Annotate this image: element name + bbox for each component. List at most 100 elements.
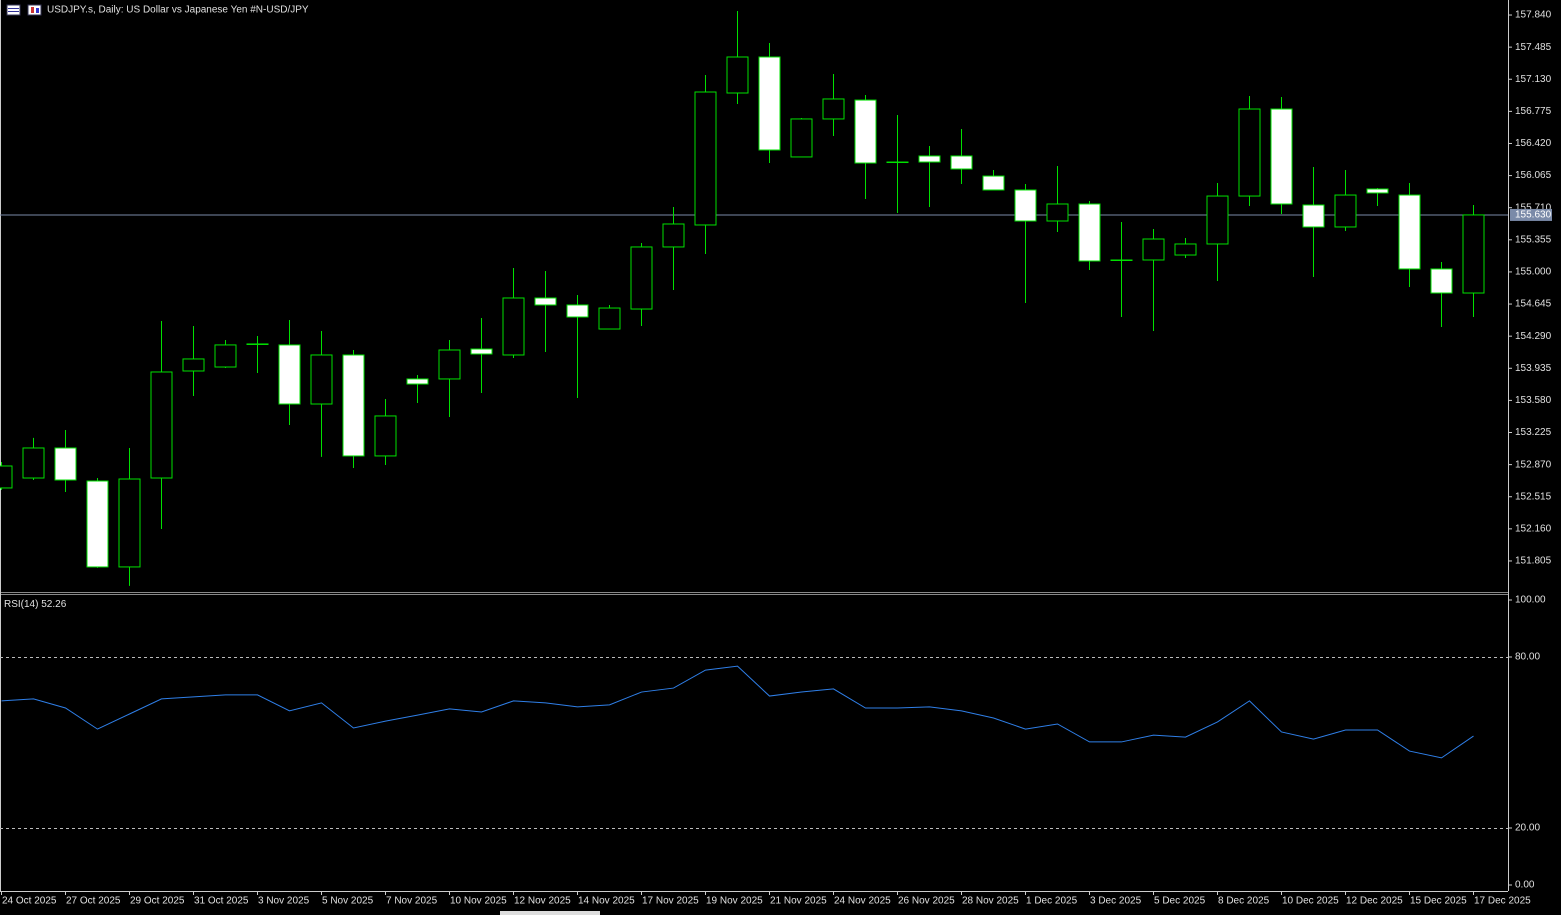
candle-body xyxy=(118,478,141,568)
candle-body xyxy=(22,447,45,479)
candle-body xyxy=(790,118,813,158)
icon xyxy=(27,4,42,16)
y-tick-label: 153.225 xyxy=(1515,427,1552,438)
candle-body xyxy=(1302,204,1325,228)
x-tick-label: 8 Dec 2025 xyxy=(1218,896,1270,907)
indicator-value: 52.26 xyxy=(41,599,66,610)
candle-body xyxy=(1206,195,1229,245)
indicator-title: RSI(14) 52.26 xyxy=(4,599,67,610)
candle-body xyxy=(278,344,301,405)
y-tick-label: 80.00 xyxy=(1515,652,1540,663)
indicator-name: RSI(14) xyxy=(4,599,38,610)
x-tick-label: 26 Nov 2025 xyxy=(898,896,955,907)
candle-body xyxy=(1238,108,1261,197)
x-tick-label: 24 Nov 2025 xyxy=(834,896,891,907)
x-tick-label: 14 Nov 2025 xyxy=(578,896,635,907)
candle-body xyxy=(502,297,525,356)
icon xyxy=(6,4,21,16)
y-tick-label: 100.00 xyxy=(1515,595,1546,606)
y-tick-label: 20.00 xyxy=(1515,823,1540,834)
y-tick-label: 153.580 xyxy=(1515,395,1552,406)
candle-body xyxy=(1014,189,1037,222)
candle-body xyxy=(598,307,621,330)
y-tick-label: 157.130 xyxy=(1515,74,1552,85)
y-tick-label: 155.000 xyxy=(1515,267,1552,278)
candle-body xyxy=(534,297,557,306)
candle-body xyxy=(0,465,13,489)
candle-body xyxy=(1174,243,1197,256)
y-tick-label: 155.355 xyxy=(1515,234,1552,245)
candle-body xyxy=(246,343,269,345)
candle-body xyxy=(150,371,173,479)
y-tick-label: 151.805 xyxy=(1515,556,1552,567)
y-tick-label: 152.160 xyxy=(1515,523,1552,534)
candle-body xyxy=(1142,238,1165,261)
x-tick-label: 19 Nov 2025 xyxy=(706,896,763,907)
y-tick-label: 153.935 xyxy=(1515,363,1552,374)
candle-body xyxy=(54,447,77,481)
icon xyxy=(36,8,39,13)
candle-body xyxy=(1366,188,1389,194)
x-tick-label: 29 Oct 2025 xyxy=(130,896,185,907)
candle-body xyxy=(182,358,205,372)
x-tick-label: 27 Oct 2025 xyxy=(66,896,121,907)
y-tick-label: 157.485 xyxy=(1515,42,1552,53)
candle-body xyxy=(1270,108,1293,205)
y-tick-label: 154.645 xyxy=(1515,299,1552,310)
x-tick-label: 17 Nov 2025 xyxy=(642,896,699,907)
candle-body xyxy=(758,56,781,151)
candle-body xyxy=(374,415,397,457)
rsi-line xyxy=(1,665,1474,759)
x-tick-label: 5 Dec 2025 xyxy=(1154,896,1206,907)
y-tick-label: 156.420 xyxy=(1515,138,1552,149)
x-tick-label: 31 Oct 2025 xyxy=(194,896,249,907)
y-tick-label: 156.065 xyxy=(1515,170,1552,181)
y-tick-label: 152.870 xyxy=(1515,459,1552,470)
candle-body xyxy=(1462,214,1485,294)
x-tick-label: 12 Dec 2025 xyxy=(1346,896,1403,907)
x-tick-label: 10 Nov 2025 xyxy=(450,896,507,907)
y-tick-label: 157.840 xyxy=(1515,10,1552,21)
candle-body xyxy=(1334,194,1357,228)
candle-body xyxy=(1110,259,1133,261)
current-price-box xyxy=(1510,208,1552,221)
chart-title: USDJPY.s, Daily: US Dollar vs Japanese Y… xyxy=(47,5,309,16)
candle-body xyxy=(630,246,653,310)
candle-body xyxy=(1046,203,1069,222)
candle-body xyxy=(438,349,461,380)
candle-body xyxy=(342,354,365,457)
x-tick-label: 15 Dec 2025 xyxy=(1410,896,1467,907)
x-tick-label: 10 Dec 2025 xyxy=(1282,896,1339,907)
candle-body xyxy=(694,91,717,226)
x-tick-label: 5 Nov 2025 xyxy=(322,896,374,907)
header-icons xyxy=(6,4,42,16)
x-tick-label: 28 Nov 2025 xyxy=(962,896,1019,907)
candle-body xyxy=(86,480,109,568)
candle-body xyxy=(310,354,333,405)
candle-body xyxy=(726,56,749,94)
candle-body xyxy=(470,348,493,355)
icon xyxy=(31,7,34,13)
y-tick-label: 154.290 xyxy=(1515,331,1552,342)
x-tick-label: 17 Dec 2025 xyxy=(1474,896,1531,907)
y-tick-label: 156.775 xyxy=(1515,106,1552,117)
candle-body xyxy=(822,98,845,120)
candle-body xyxy=(950,155,973,170)
x-tick-label: 3 Nov 2025 xyxy=(258,896,310,907)
candle-body xyxy=(566,304,589,318)
x-tick-label: 12 Nov 2025 xyxy=(514,896,571,907)
y-tick-label: 155.710 xyxy=(1515,202,1552,213)
x-tick-label: 1 Dec 2025 xyxy=(1026,896,1078,907)
candle-body xyxy=(662,223,685,248)
x-tick-label: 24 Oct 2025 xyxy=(2,896,57,907)
candle-body xyxy=(1078,203,1101,262)
x-tick-label: 3 Dec 2025 xyxy=(1090,896,1142,907)
candle-body xyxy=(886,161,909,164)
scroll-marker[interactable] xyxy=(500,911,600,915)
candle-body xyxy=(1430,268,1453,294)
y-tick-label: 0.00 xyxy=(1515,880,1535,891)
candle-body xyxy=(214,344,237,368)
